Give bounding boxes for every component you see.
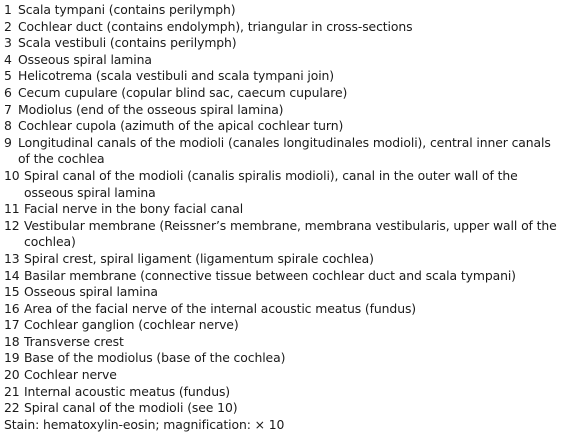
item-text: Osseous spiral lamina (18, 51, 152, 67)
item-text: Vestibular membrane (Reissner’s membrane… (24, 217, 557, 250)
legend-item: 15 Osseous spiral lamina (4, 284, 563, 301)
item-number: 2 (4, 18, 12, 34)
item-text: Cochlear cupola (azimuth of the apical c… (18, 118, 344, 134)
item-text: Cochlear duct (contains endolymph), tria… (18, 18, 413, 34)
item-number: 17 (4, 317, 20, 333)
item-number: 4 (4, 51, 12, 67)
item-number: 18 (4, 333, 20, 349)
legend-item: 8 Cochlear cupola (azimuth of the apical … (4, 118, 563, 135)
item-text: Area of the facial nerve of the internal… (24, 300, 417, 316)
item-number: 7 (4, 101, 12, 117)
legend-item: 13 Spiral crest, spiral ligament (ligamen… (4, 251, 563, 268)
item-text: Internal acoustic meatus (fundus) (24, 383, 231, 399)
item-text: Scala vestibuli (contains perilymph) (18, 35, 237, 51)
legend-item: 19 Base of the modiolus (base of the coch… (4, 350, 563, 367)
item-text: Spiral canal of the modioli (see 10) (24, 400, 238, 416)
legend-item: 2 Cochlear duct (contains endolymph), tri… (4, 19, 563, 36)
item-text: Spiral crest, spiral ligament (ligamentu… (24, 250, 374, 266)
legend-item: 9 Longitudinal canals of the modioli (can… (4, 135, 563, 168)
item-number: 21 (4, 383, 20, 399)
legend-item: 3 Scala vestibuli (contains perilymph) (4, 35, 563, 52)
item-text: Scala tympani (contains perilymph) (18, 2, 236, 17)
item-number: 6 (4, 84, 12, 100)
legend-item: 12 Vestibular membrane (Reissner’s membra… (4, 218, 563, 251)
item-text: Cochlear nerve (24, 367, 117, 383)
item-number: 3 (4, 35, 12, 51)
item-text: Modiolus (end of the osseous spiral lami… (18, 101, 284, 117)
item-number: 11 (4, 201, 20, 217)
item-text: Helicotrema (scala vestibuli and scala t… (18, 68, 335, 84)
legend-item: 18 Transverse crest (4, 334, 563, 351)
legend-item: 6 Cecum cupulare (copular blind sac, caec… (4, 85, 563, 102)
item-text: Facial nerve in the bony facial canal (24, 201, 244, 217)
legend-item: 22 Spiral canal of the modioli (see 10) (4, 400, 563, 417)
legend-item: 1 Scala tympani (contains perilymph) (4, 2, 563, 19)
legend-item: 11 Facial nerve in the bony facial canal (4, 201, 563, 218)
item-number: 20 (4, 367, 20, 383)
item-number: 5 (4, 68, 12, 84)
legend-item: 17 Cochlear ganglion (cochlear nerve) (4, 317, 563, 334)
item-number: 14 (4, 267, 20, 283)
legend-item: 4 Osseous spiral lamina (4, 52, 563, 69)
legend-item: 5 Helicotrema (scala vestibuli and scala … (4, 68, 563, 85)
item-number: 22 (4, 400, 20, 416)
item-number: 13 (4, 250, 20, 266)
legend-item: 16 Area of the facial nerve of the intern… (4, 301, 563, 318)
item-number: 10 (4, 167, 20, 183)
item-number: 8 (4, 118, 12, 134)
item-number: 9 (4, 134, 12, 150)
item-number: 15 (4, 284, 20, 300)
legend-item: 10 Spiral canal of the modioli (canalis s… (4, 168, 563, 201)
stain-note: Stain: hematoxylin-eosin; magnification:… (4, 416, 285, 432)
item-text: Longitudinal canals of the modioli (cana… (18, 134, 551, 167)
item-text: Osseous spiral lamina (24, 284, 158, 300)
item-text: Transverse crest (24, 333, 124, 349)
item-number: 19 (4, 350, 20, 366)
legend-item: 20 Cochlear nerve (4, 367, 563, 384)
item-text: Basilar membrane (connective tissue betw… (24, 267, 516, 283)
item-text: Cecum cupulare (copular blind sac, caecu… (18, 84, 348, 100)
legend-item: 7 Modiolus (end of the osseous spiral lam… (4, 102, 563, 119)
item-text: Base of the modiolus (base of the cochle… (24, 350, 286, 366)
legend-item: 14 Basilar membrane (connective tissue be… (4, 268, 563, 285)
item-text: Cochlear ganglion (cochlear nerve) (24, 317, 239, 333)
item-text: Spiral canal of the modioli (canalis spi… (24, 167, 518, 200)
legend-item: 21 Internal acoustic meatus (fundus) (4, 384, 563, 401)
item-number: 12 (4, 217, 20, 233)
item-number: 16 (4, 300, 20, 316)
item-number: 1 (4, 2, 12, 17)
